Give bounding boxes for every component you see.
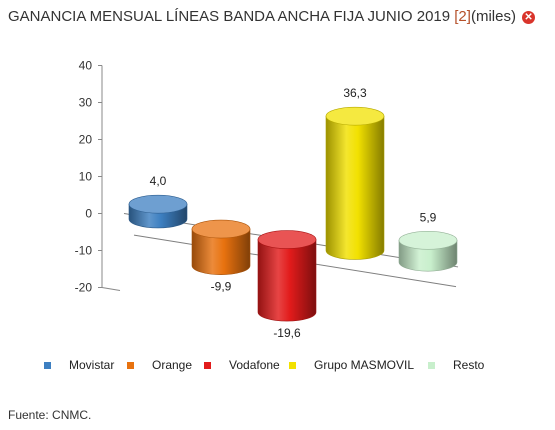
legend-swatch	[289, 362, 296, 369]
legend-item-vodafone[interactable]: Vodafone	[204, 358, 280, 372]
data-label: -19,6	[273, 326, 301, 340]
y-tick-label: 30	[79, 96, 93, 110]
bar-top	[128, 194, 188, 214]
bar-orange[interactable]	[191, 219, 251, 275]
y-axis-floor-edge	[101, 287, 121, 291]
data-label: -9,9	[211, 280, 232, 294]
legend-swatch	[204, 362, 211, 369]
y-tick-label: -20	[75, 281, 93, 295]
legend-item-resto[interactable]: Resto	[428, 358, 485, 372]
bar-resto[interactable]	[398, 231, 458, 272]
bar-top	[325, 106, 385, 126]
chart-legend: Movistar Orange Vodafone Grupo MASMOVIL Rest…	[44, 358, 485, 372]
legend-item-grupo-masmovil[interactable]: Grupo MASMOVIL	[289, 358, 414, 372]
chart-data-labels: 4,0 -9,9 -19,6 36,3 5,9	[150, 86, 437, 340]
source-note: Fuente: CNMC.	[8, 408, 92, 422]
data-label: 4,0	[150, 174, 167, 188]
legend-item-orange[interactable]: Orange	[127, 358, 192, 372]
footnote-ref-link[interactable]: [2]	[454, 8, 471, 25]
y-tick-label: 0	[85, 207, 92, 221]
legend-swatch	[428, 362, 435, 369]
y-tick-label: 40	[79, 59, 93, 73]
bar-body	[325, 115, 385, 260]
bar-top	[398, 231, 458, 250]
bar-body	[257, 239, 317, 322]
legend-item-movistar[interactable]: Movistar	[44, 358, 114, 372]
legend-label: Grupo MASMOVIL	[314, 358, 414, 372]
bar-grupo-masmovil[interactable]	[325, 106, 385, 260]
bar-movistar[interactable]	[128, 194, 188, 229]
y-tick-label: 20	[79, 133, 93, 147]
y-tick-label: 10	[79, 170, 93, 184]
data-label: 5,9	[420, 210, 437, 224]
chart-bars	[128, 106, 458, 322]
bar-top	[191, 219, 251, 239]
legend-swatch	[44, 362, 51, 369]
bar-top	[257, 230, 317, 249]
legend-swatch	[127, 362, 134, 369]
bar-vodafone[interactable]	[257, 230, 317, 322]
bar-body	[191, 228, 251, 275]
legend-label: Vodafone	[229, 358, 280, 372]
chart-title: GANANCIA MENSUAL LÍNEAS BANDA ANCHA FIJA…	[8, 8, 536, 25]
title-text: GANANCIA MENSUAL LÍNEAS BANDA ANCHA FIJA…	[8, 8, 455, 25]
data-label: 36,3	[343, 86, 367, 100]
close-icon[interactable]: ✕	[522, 11, 536, 24]
title-units: (miles)	[470, 8, 516, 25]
y-tick-label: -10	[75, 244, 93, 258]
legend-label: Orange	[152, 358, 192, 372]
legend-label: Resto	[453, 358, 485, 372]
legend-label: Movistar	[69, 358, 114, 372]
bar-chart: 40 30 20 10 0 -10 -20 4,0 -9,9 -19,6 36,3 5,9 Movi…	[44, 59, 485, 372]
